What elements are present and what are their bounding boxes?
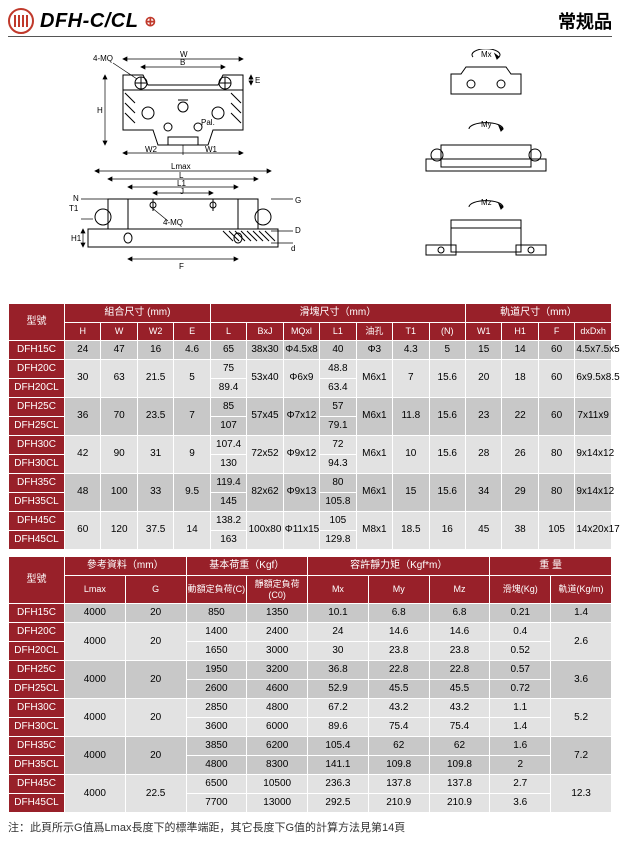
svg-text:W1: W1 bbox=[205, 145, 218, 154]
svg-text:D: D bbox=[295, 226, 301, 235]
svg-text:4-MQ: 4-MQ bbox=[163, 218, 183, 227]
svg-text:W2: W2 bbox=[145, 145, 158, 154]
series-title: DFH-C/CL bbox=[40, 10, 138, 33]
header-left: DFH-C/CL ⊕ bbox=[8, 8, 156, 34]
technical-drawings: W B 4-MQ E H W2 W1 Pal. bbox=[8, 41, 612, 303]
drawing-mx: Mx bbox=[421, 49, 551, 109]
svg-text:N: N bbox=[73, 194, 79, 203]
svg-text:Lmax: Lmax bbox=[171, 162, 191, 171]
svg-text:4-MQ: 4-MQ bbox=[93, 54, 113, 63]
svg-text:G: G bbox=[295, 196, 301, 205]
svg-text:B: B bbox=[180, 58, 185, 67]
page-header: DFH-C/CL ⊕ 常规品 bbox=[8, 8, 612, 37]
svg-text:Mx: Mx bbox=[481, 50, 492, 59]
logo-icon bbox=[8, 8, 34, 34]
specs-table: 型號參考資料（mm）基本荷重（Kgf）容許靜力矩（Kgf*m）重 量LmaxG動… bbox=[8, 556, 612, 814]
drawing-side-section: Lmax L L1 J N T1 H1 4-MQ G D d F bbox=[53, 159, 313, 279]
svg-text:E: E bbox=[255, 76, 260, 85]
drawing-my: My bbox=[411, 117, 561, 187]
svg-text:Mz: Mz bbox=[481, 198, 492, 207]
header-right-title: 常规品 bbox=[558, 8, 612, 34]
svg-text:Pal.: Pal. bbox=[201, 118, 215, 127]
svg-text:F: F bbox=[179, 262, 184, 271]
svg-text:J: J bbox=[180, 187, 184, 196]
footnote: 注：此頁所示G值爲Lmax長度下的標準端距，其它長度下G值的計算方法見第14頁 bbox=[8, 819, 612, 835]
svg-text:d: d bbox=[291, 244, 295, 253]
svg-text:T1: T1 bbox=[69, 204, 79, 213]
drawing-mz: Mz bbox=[411, 195, 561, 275]
svg-text:H1: H1 bbox=[71, 234, 82, 243]
crosshair-icon: ⊕ bbox=[144, 13, 156, 30]
svg-text:My: My bbox=[481, 120, 492, 129]
drawing-top-section: W B 4-MQ E H W2 W1 Pal. bbox=[73, 45, 293, 155]
svg-text:H: H bbox=[97, 106, 103, 115]
dimensions-table: 型號組合尺寸 (mm)滑塊尺寸（mm）軌道尺寸（mm）HWW2ELBxJMQxl… bbox=[8, 303, 612, 550]
